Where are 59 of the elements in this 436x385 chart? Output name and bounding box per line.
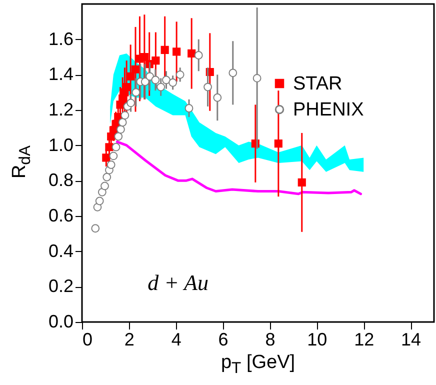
point — [91, 224, 100, 233]
point — [228, 68, 238, 78]
point — [160, 46, 169, 54]
point — [100, 182, 109, 190]
point — [184, 104, 194, 112]
point — [114, 132, 123, 141]
legend-label: STAR — [293, 74, 342, 94]
point — [146, 72, 154, 81]
point — [194, 51, 203, 60]
point — [116, 125, 125, 134]
point — [152, 56, 160, 65]
point — [298, 178, 306, 186]
point — [140, 78, 150, 86]
y-tick-label: 1.0 — [48, 134, 74, 155]
x-tick-label: 8 — [265, 330, 276, 350]
y-tick-label: 1.2 — [48, 100, 74, 120]
point — [126, 98, 136, 108]
point — [176, 70, 184, 79]
y-tick-label: 0.8 — [48, 170, 74, 190]
point — [102, 154, 110, 162]
point — [172, 48, 181, 56]
y-tick-label: 0.4 — [48, 240, 74, 261]
point — [188, 49, 196, 58]
x-tick-label: 2 — [124, 330, 134, 350]
point — [156, 82, 166, 92]
point — [122, 82, 131, 92]
y-tick-label: 1.6 — [48, 28, 74, 49]
point — [252, 74, 262, 82]
point — [131, 65, 140, 74]
point — [151, 76, 160, 84]
annotation: d + Au — [148, 270, 208, 295]
legend-label: PHENIX — [293, 100, 364, 120]
point — [204, 82, 212, 92]
point — [109, 152, 118, 160]
point — [213, 93, 222, 102]
x-tick-label: 4 — [171, 330, 182, 350]
point — [106, 160, 116, 169]
point — [105, 143, 114, 152]
y-tick-label: 0.0 — [48, 312, 74, 332]
point — [168, 78, 178, 87]
x-axis-title: p$_{T}$ [GeV] — [220, 352, 296, 378]
y-tick-label: 0.2 — [48, 276, 74, 296]
point — [140, 52, 148, 62]
point — [274, 140, 282, 148]
point — [120, 111, 130, 120]
y-tick-label: 1.4 — [48, 64, 74, 84]
x-tick-label: 0 — [82, 330, 93, 350]
point — [162, 76, 170, 84]
point — [112, 142, 120, 152]
x-tick-label: 12 — [354, 330, 374, 350]
x-tick-label: 6 — [218, 330, 228, 350]
point — [118, 118, 127, 127]
point — [102, 172, 112, 182]
point — [126, 72, 135, 80]
x-tick-label: 14 — [401, 330, 422, 350]
y-tick-label: 0.6 — [48, 206, 74, 226]
point — [95, 196, 104, 206]
x-tick-label: 10 — [307, 330, 328, 350]
point — [132, 88, 140, 97]
